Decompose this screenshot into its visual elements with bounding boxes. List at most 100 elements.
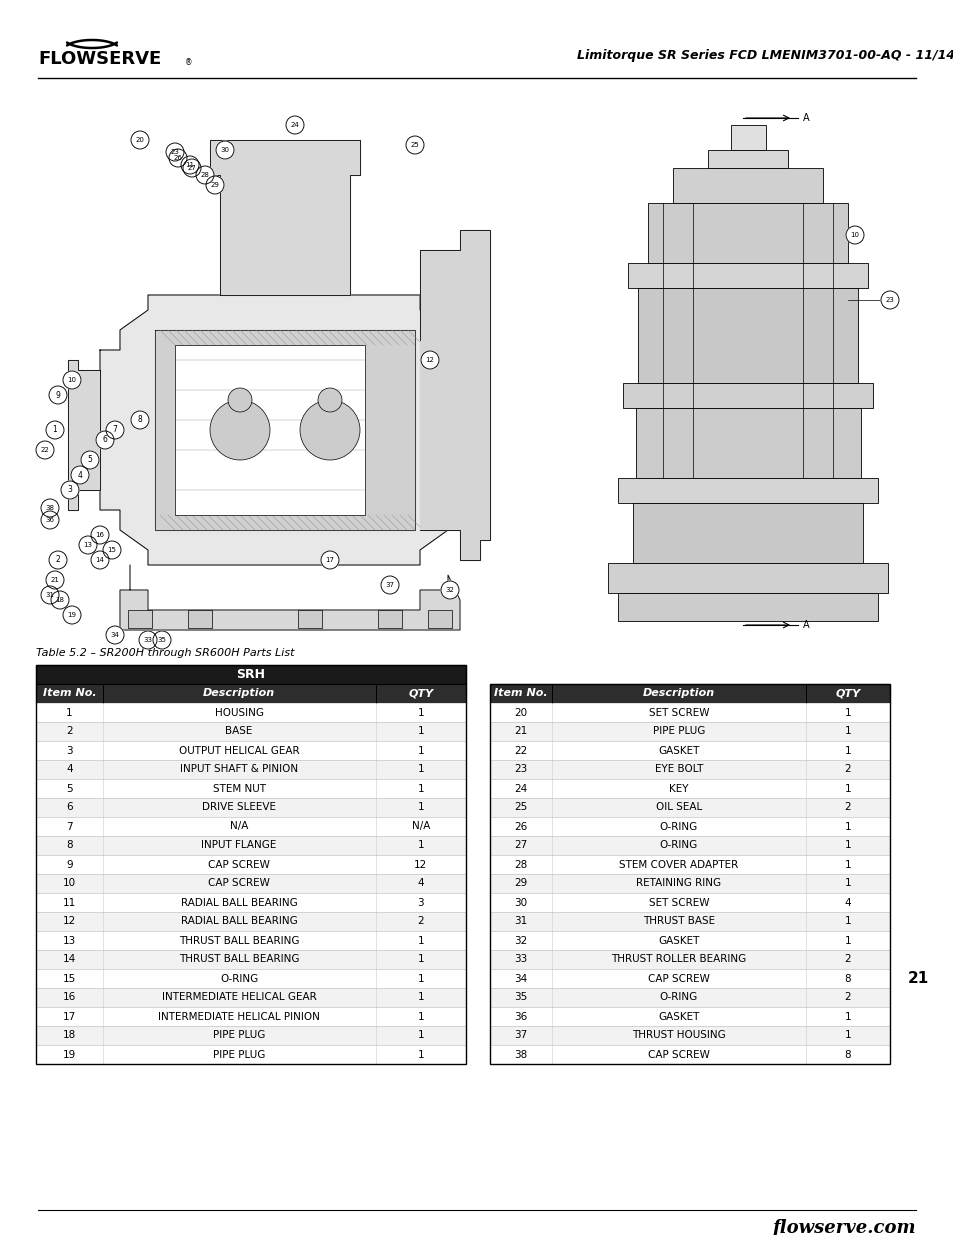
Text: INPUT SHAFT & PINION: INPUT SHAFT & PINION — [180, 764, 298, 774]
Text: 23: 23 — [514, 764, 527, 774]
Text: 31: 31 — [514, 916, 527, 926]
Text: 1: 1 — [843, 783, 850, 794]
Bar — [128, 610, 152, 629]
Bar — [36, 1026, 465, 1045]
Bar — [490, 684, 889, 1065]
Text: 38: 38 — [514, 1050, 527, 1060]
Text: ®: ® — [185, 58, 193, 67]
Bar — [490, 760, 889, 779]
Text: 27: 27 — [188, 165, 196, 170]
Circle shape — [91, 551, 109, 569]
Circle shape — [169, 149, 187, 167]
Polygon shape — [100, 295, 468, 564]
Circle shape — [41, 499, 59, 517]
Bar — [490, 1045, 889, 1065]
Text: 14: 14 — [63, 955, 76, 965]
Bar — [36, 911, 465, 931]
Text: 20: 20 — [135, 137, 144, 143]
Text: 8: 8 — [843, 973, 850, 983]
Text: 26: 26 — [173, 156, 182, 161]
Circle shape — [228, 388, 252, 412]
Text: 28: 28 — [200, 172, 210, 178]
Text: THRUST ROLLER BEARING: THRUST ROLLER BEARING — [611, 955, 746, 965]
Text: 1: 1 — [417, 803, 424, 813]
Bar — [490, 1026, 889, 1045]
Text: N/A: N/A — [412, 821, 430, 831]
Text: 2: 2 — [843, 955, 850, 965]
Text: 1: 1 — [417, 783, 424, 794]
Text: O-RING: O-RING — [659, 993, 698, 1003]
Circle shape — [41, 585, 59, 604]
Text: 8: 8 — [66, 841, 72, 851]
Circle shape — [91, 526, 109, 543]
Bar — [36, 1007, 465, 1026]
Bar — [490, 684, 889, 703]
Text: 22: 22 — [41, 447, 50, 453]
Text: 29: 29 — [514, 878, 527, 888]
Text: 6: 6 — [103, 436, 108, 445]
Text: 9: 9 — [55, 390, 60, 399]
Text: 38: 38 — [46, 505, 54, 511]
Text: 34: 34 — [514, 973, 527, 983]
Text: 1: 1 — [843, 841, 850, 851]
Circle shape — [96, 431, 113, 450]
Circle shape — [166, 143, 184, 161]
Bar — [36, 931, 465, 950]
Text: 1: 1 — [843, 878, 850, 888]
Text: THRUST BALL BEARING: THRUST BALL BEARING — [179, 955, 299, 965]
Text: 1: 1 — [843, 1011, 850, 1021]
Bar — [490, 818, 889, 836]
Text: 3: 3 — [68, 485, 72, 494]
Text: THRUST BASE: THRUST BASE — [642, 916, 715, 926]
Text: 8: 8 — [843, 1050, 850, 1060]
Text: 26: 26 — [514, 821, 527, 831]
Text: 21: 21 — [51, 577, 59, 583]
Bar — [36, 798, 465, 818]
Text: CAP SCREW: CAP SCREW — [647, 1050, 709, 1060]
Text: CAP SCREW: CAP SCREW — [208, 878, 270, 888]
Text: RADIAL BALL BEARING: RADIAL BALL BEARING — [181, 916, 297, 926]
Text: 1: 1 — [66, 708, 72, 718]
Circle shape — [71, 466, 89, 484]
Text: Table 5.2 – SR200H through SR600H Parts List: Table 5.2 – SR200H through SR600H Parts … — [36, 648, 294, 658]
Text: 15: 15 — [63, 973, 76, 983]
Text: 37: 37 — [385, 582, 395, 588]
Text: EYE BOLT: EYE BOLT — [654, 764, 702, 774]
Circle shape — [106, 626, 124, 643]
Text: 19: 19 — [68, 613, 76, 618]
Text: 1: 1 — [843, 821, 850, 831]
Circle shape — [106, 421, 124, 438]
Text: 17: 17 — [63, 1011, 76, 1021]
Text: 11: 11 — [185, 162, 194, 168]
Text: 10: 10 — [68, 377, 76, 383]
Text: 31: 31 — [46, 592, 54, 598]
Bar — [490, 988, 889, 1007]
Circle shape — [380, 576, 398, 594]
Circle shape — [131, 411, 149, 429]
Text: 1: 1 — [417, 1050, 424, 1060]
Bar — [36, 664, 465, 1065]
Text: 7: 7 — [66, 821, 72, 831]
Circle shape — [61, 480, 79, 499]
Circle shape — [36, 441, 54, 459]
Text: GASKET: GASKET — [658, 1011, 699, 1021]
Bar — [707, 149, 787, 168]
Text: GASKET: GASKET — [658, 746, 699, 756]
Bar — [633, 503, 862, 563]
Text: 8: 8 — [137, 415, 142, 425]
Text: 28: 28 — [514, 860, 527, 869]
Text: 32: 32 — [514, 935, 527, 946]
Text: 2: 2 — [843, 993, 850, 1003]
Circle shape — [131, 131, 149, 149]
Text: DRIVE SLEEVE: DRIVE SLEEVE — [202, 803, 275, 813]
Text: 32: 32 — [445, 587, 454, 593]
Text: 19: 19 — [63, 1050, 76, 1060]
Circle shape — [440, 580, 458, 599]
Bar — [647, 203, 847, 263]
Text: 13: 13 — [84, 542, 92, 548]
Circle shape — [49, 551, 67, 569]
Bar — [36, 836, 465, 855]
Bar — [490, 722, 889, 741]
Circle shape — [215, 141, 233, 159]
Text: 24: 24 — [291, 122, 299, 128]
